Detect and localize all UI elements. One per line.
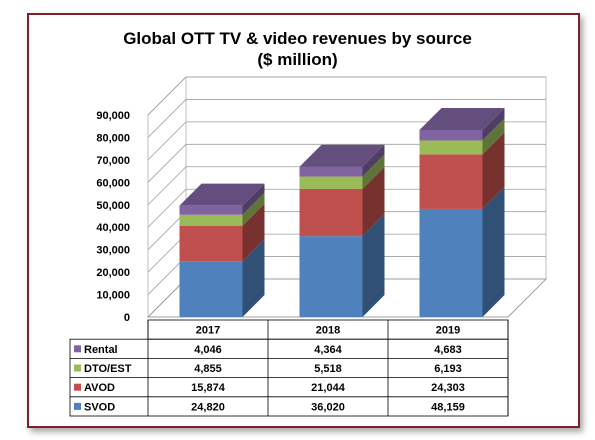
bar-side: [482, 186, 505, 317]
bar-side: [482, 107, 505, 141]
bar-segment: [299, 166, 385, 237]
gridline: [147, 76, 546, 116]
table-cell-value: 24,303: [431, 382, 465, 394]
legend-label: SVOD: [84, 401, 115, 413]
bar-avod-2019: [419, 154, 483, 209]
chart-title-block: Global OTT TV & video revenues by source…: [0, 28, 595, 70]
bar-segment: [299, 144, 385, 177]
table-cell-value: 4,683: [434, 344, 462, 356]
bar-side: [242, 203, 265, 262]
bar-segment: [419, 118, 505, 155]
bar-rental-2017: [179, 205, 243, 215]
data-table: 2017 2018 2019 Rental 4,046 4,364 4,683 DTO/EST…: [69, 319, 509, 417]
bar-avod-2018: [299, 188, 363, 237]
bar-avod-2017: [179, 225, 243, 262]
bar-segment: [419, 107, 505, 141]
bar-segment: [419, 186, 505, 317]
bar-side: [482, 132, 505, 209]
bar-side: [362, 166, 385, 237]
bar-svod-2017: [179, 261, 243, 317]
table-cell-value: 24,820: [191, 401, 225, 413]
bar-side: [482, 118, 505, 155]
x-tick-label: 2018: [316, 325, 340, 337]
bar-svod-2018: [299, 236, 363, 317]
legend-swatch: [74, 345, 81, 353]
bar-segment: [179, 183, 265, 215]
legend-label: DTO/EST: [84, 363, 132, 375]
bar-top: [419, 107, 505, 130]
bar-segment: [179, 239, 265, 317]
gridline: [147, 121, 546, 161]
bar-dtoest-2017: [179, 214, 243, 226]
bar-svod-2019: [419, 208, 483, 317]
bars: [179, 107, 505, 317]
y-tick-label: 60,000: [96, 177, 130, 189]
legend-swatch: [74, 383, 81, 391]
legend-swatch: [74, 364, 81, 372]
x-tick-label: 2019: [436, 325, 460, 337]
bar-rental-2019: [419, 129, 483, 141]
bar-side: [362, 214, 385, 317]
y-tick-label: 80,000: [96, 132, 130, 144]
y-tick-label: 20,000: [96, 267, 130, 279]
bar-segment: [419, 132, 505, 209]
y-tick-label: 30,000: [96, 245, 130, 257]
bar-side: [362, 144, 385, 177]
legend-swatch: [74, 402, 81, 410]
y-tick-label: 10,000: [96, 290, 130, 302]
table-cell-value: 21,044: [311, 382, 346, 394]
bar-dtoest-2019: [419, 140, 483, 155]
bar-segment: [299, 214, 385, 317]
bar-side: [362, 154, 385, 189]
legend-label: AVOD: [84, 382, 115, 394]
gridline: [147, 99, 546, 138]
y-tick-label: 40,000: [96, 222, 130, 234]
table-cell-value: 15,874: [191, 382, 226, 394]
chart-title: Global OTT TV & video revenues by source: [123, 29, 472, 48]
table-cell-value: 4,046: [194, 344, 222, 356]
legend-label: Rental: [84, 344, 118, 356]
bar-segment: [299, 154, 385, 189]
bar-side: [242, 183, 265, 215]
y-axis: 0 10,000 20,000 30,000 40,000 50,000 60,000 70,…: [96, 110, 130, 324]
chart-subtitle: ($ million): [257, 50, 338, 69]
bar-dtoest-2018: [299, 176, 363, 189]
bar-rental-2018: [299, 166, 363, 177]
table-cell-value: 4,855: [194, 363, 222, 375]
bar-top: [179, 183, 265, 206]
y-tick-label: 70,000: [96, 155, 130, 167]
x-tick-label: 2017: [196, 325, 220, 337]
y-tick-label: 50,000: [96, 200, 130, 212]
table-cell-value: 48,159: [431, 401, 465, 413]
table-cell-value: 6,193: [434, 363, 462, 375]
bar-segment: [179, 203, 265, 262]
y-tick-label: 0: [124, 312, 130, 324]
bar-side: [242, 239, 265, 317]
y-tick-label: 90,000: [96, 110, 130, 122]
table-cell-value: 4,364: [314, 344, 342, 356]
table-cell-value: 5,518: [314, 363, 342, 375]
bar-side: [242, 192, 265, 226]
table-cell-value: 36,020: [311, 401, 345, 413]
bar-top: [299, 144, 385, 167]
bar-segment: [179, 192, 265, 226]
